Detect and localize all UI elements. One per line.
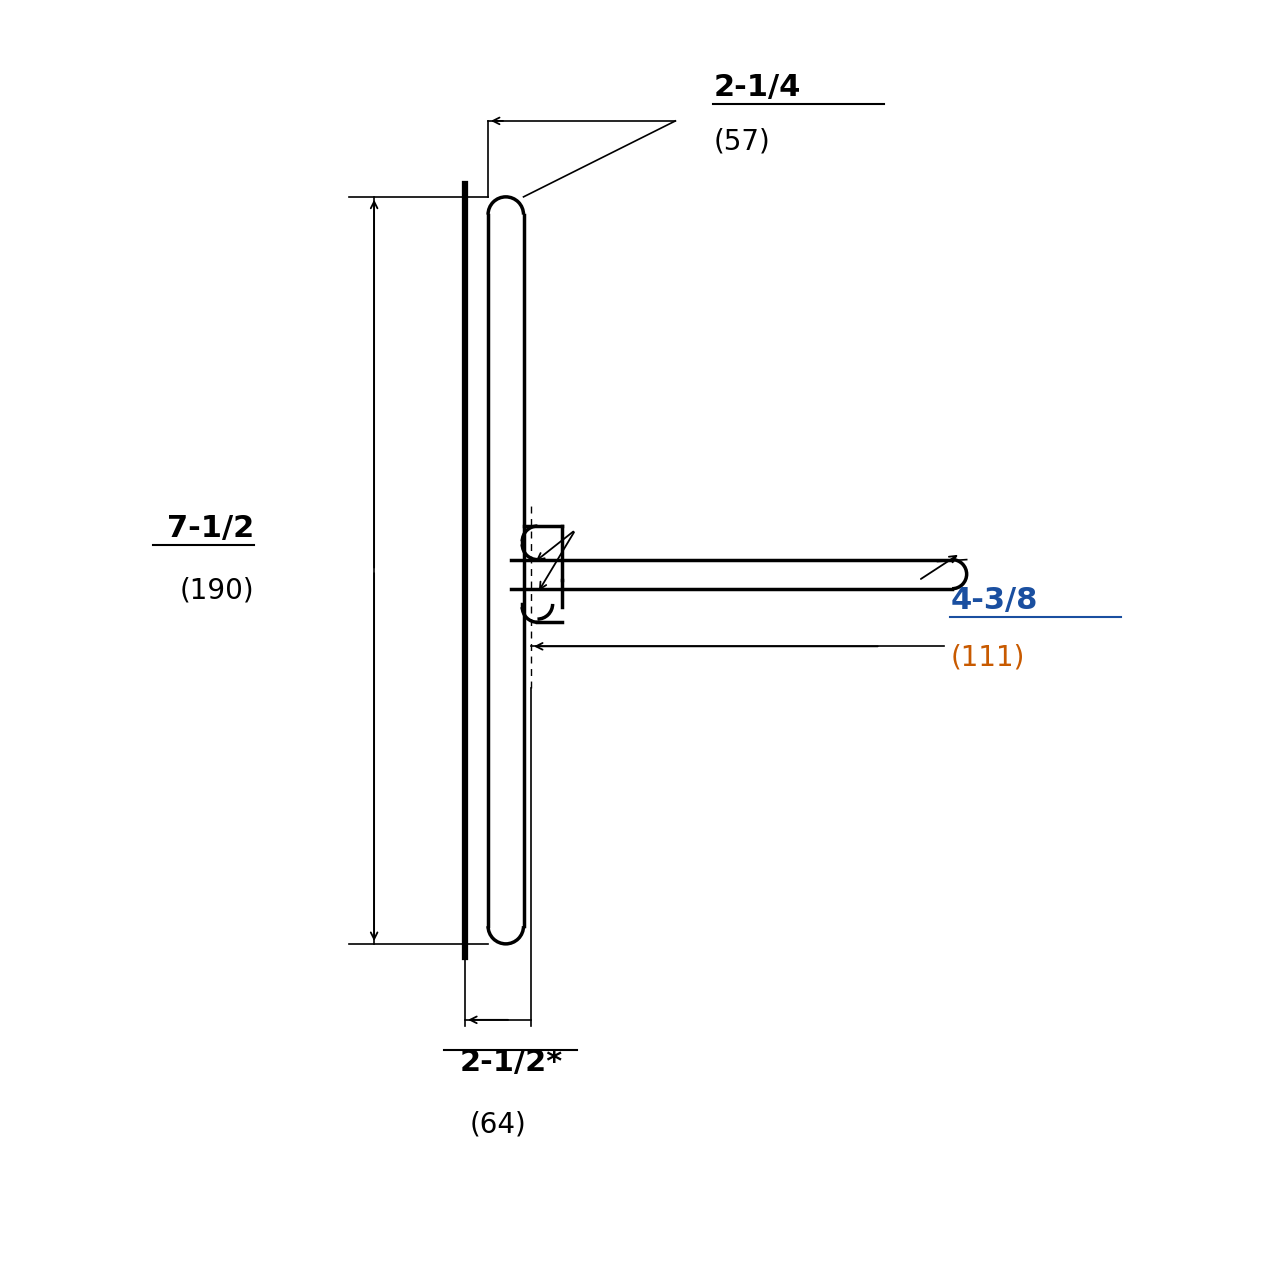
Text: (190): (190) bbox=[179, 577, 253, 604]
Text: 2-1/2*: 2-1/2* bbox=[460, 1048, 562, 1076]
Text: 7-1/2: 7-1/2 bbox=[166, 513, 253, 543]
Text: (57): (57) bbox=[713, 127, 771, 155]
Text: 2-1/4: 2-1/4 bbox=[713, 73, 801, 102]
Text: (111): (111) bbox=[950, 644, 1024, 672]
Text: 4-3/8: 4-3/8 bbox=[950, 586, 1038, 614]
Text: (64): (64) bbox=[470, 1111, 526, 1139]
